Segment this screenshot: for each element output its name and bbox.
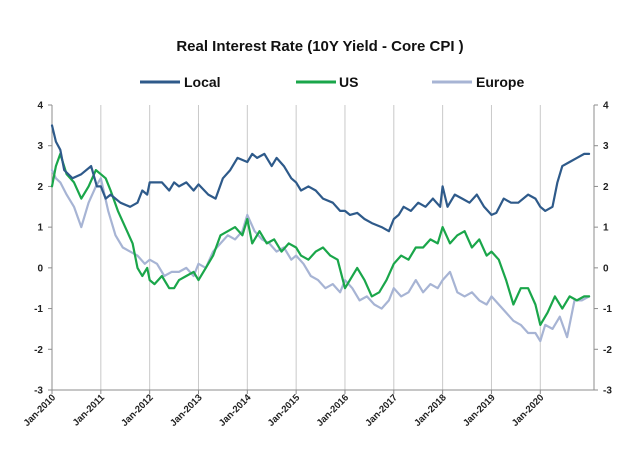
y-tick-label-left: 0: [37, 263, 43, 274]
x-tick-label: Jan-2011: [71, 392, 108, 429]
x-tick-label: Jan-2018: [412, 392, 449, 429]
series-line-local: [50, 124, 591, 233]
x-tick-label: Jan-2016: [315, 392, 352, 429]
legend-label-us: US: [339, 74, 358, 90]
x-tick-label: Jan-2015: [266, 392, 303, 429]
x-tick-label: Jan-2019: [461, 392, 498, 429]
y-tick-label-left: 4: [37, 101, 43, 112]
y-tick-label-right: -2: [603, 345, 612, 356]
series-lines: [50, 124, 591, 343]
y-tick-label-right: 4: [603, 101, 609, 112]
y-tick-label-right: -1: [603, 304, 612, 315]
legend: Local US Europe: [140, 74, 524, 90]
y-tick-label-left: -1: [34, 304, 43, 315]
y-tick-label-left: -2: [34, 345, 43, 356]
vertical-gridlines: [100, 105, 541, 390]
y-tick-label-right: -3: [603, 386, 612, 397]
y-tick-label-right: 0: [603, 263, 609, 274]
y-axis-left-ticks: -3 -2 -1 0 1 2 3 4: [34, 101, 52, 397]
y-axis-right-ticks: -3 -2 -1 0 1 2 3 4: [594, 101, 612, 397]
y-tick-label-right: 3: [603, 141, 609, 152]
y-tick-label-left: -3: [34, 386, 43, 397]
x-tick-label: Jan-2020: [510, 392, 547, 429]
x-tick-label: Jan-2014: [217, 392, 254, 429]
legend-label-europe: Europe: [476, 74, 524, 90]
y-tick-label-right: 1: [603, 223, 609, 234]
series-line-europe: [50, 169, 591, 343]
x-tick-label: Jan-2010: [22, 392, 59, 429]
x-axis-ticks: Jan-2010 Jan-2011 Jan-2012 Jan-2013 Jan-2014…: [22, 390, 547, 429]
legend-label-local: Local: [184, 74, 221, 90]
series-line-us: [50, 152, 591, 326]
chart-title: Real Interest Rate (10Y Yield - Core CPI…: [176, 38, 463, 55]
x-tick-label: Jan-2017: [363, 392, 400, 429]
y-tick-label-left: 1: [37, 223, 43, 234]
axes: [51, 105, 595, 391]
y-tick-label-right: 2: [603, 182, 609, 193]
x-tick-label: Jan-2012: [119, 392, 156, 429]
x-tick-label: Jan-2013: [168, 392, 205, 429]
y-tick-label-left: 2: [37, 182, 43, 193]
y-tick-label-left: 3: [37, 141, 43, 152]
